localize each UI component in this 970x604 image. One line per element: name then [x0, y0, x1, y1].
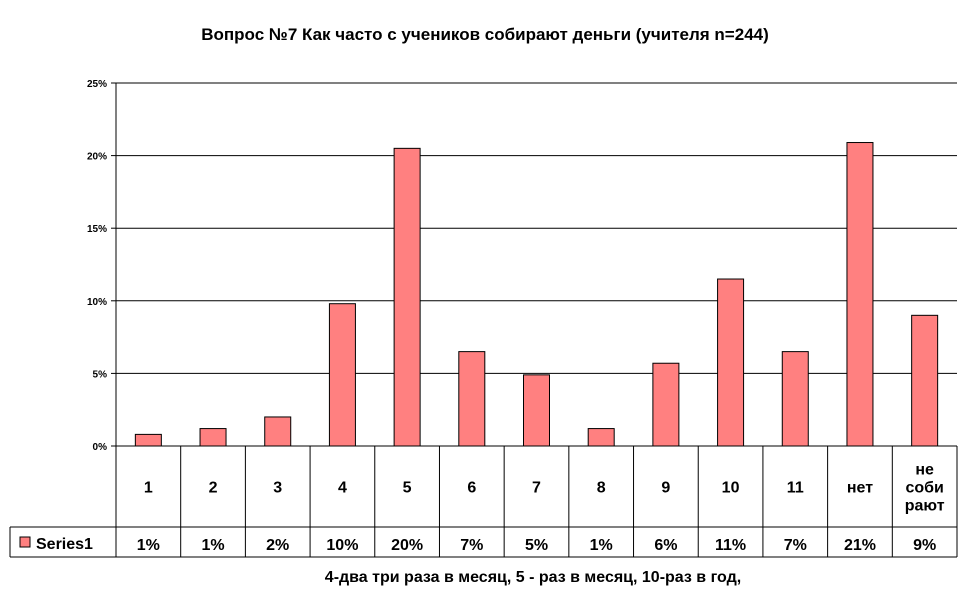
data-label: 1%: [137, 537, 160, 554]
category-label: 6: [467, 480, 476, 497]
y-axis-ticks: 0% 5% 10% 15% 20% 25%: [87, 79, 107, 453]
y-tick-label: 20%: [87, 152, 107, 163]
y-tick-label: 5%: [93, 369, 108, 380]
category-label: 9: [661, 480, 670, 497]
legend-swatch: [19, 536, 31, 548]
y-tick-label: 15%: [87, 224, 107, 235]
bar: [199, 428, 227, 447]
chart-title: Вопрос №7 Как часто с учеников собирают …: [201, 25, 769, 44]
gridlines: [111, 82, 957, 447]
bars: [134, 142, 939, 447]
bar: [134, 433, 162, 447]
category-label: 7: [532, 480, 541, 497]
category-label: 11: [787, 480, 804, 497]
category-label: 4: [338, 480, 347, 497]
category-label: 10: [722, 480, 740, 497]
bar: [911, 314, 939, 447]
bar: [458, 351, 486, 447]
category-label: 8: [597, 480, 606, 497]
bar: [264, 416, 292, 447]
bar: [328, 303, 356, 447]
bar: [393, 147, 421, 447]
data-label: 2%: [266, 537, 289, 554]
bar: [523, 374, 550, 447]
data-label: 1%: [590, 537, 613, 554]
data-label: 6%: [654, 537, 677, 554]
category-label: 1: [144, 480, 153, 497]
category-label: 3: [273, 480, 282, 497]
bar: [652, 362, 680, 447]
data-label: 9%: [913, 537, 936, 554]
category-label: нет: [847, 480, 873, 497]
data-label: 10%: [326, 537, 358, 554]
bar: [846, 142, 874, 447]
data-label: 7%: [460, 537, 483, 554]
y-tick-label: 0%: [93, 442, 108, 453]
data-table: 1 2 3 4 5 6 7 8 9 10 11 нет не соби рают 1% 1% 2% 10% 20% 7%…: [9, 446, 958, 558]
x-axis-label: 4-два три раза в месяц, 5 - раз в месяц,…: [325, 569, 741, 586]
data-label: 5%: [525, 537, 548, 554]
data-label: 1%: [201, 537, 224, 554]
data-label: 21%: [844, 537, 876, 554]
data-label: 11%: [715, 537, 746, 554]
bar: [587, 428, 615, 447]
category-label: 2: [209, 480, 218, 497]
data-label: 7%: [784, 537, 807, 554]
bar: [717, 278, 745, 447]
category-label: не соби рают: [905, 462, 945, 515]
y-tick-label: 25%: [87, 79, 107, 90]
legend-series-name: Series1: [36, 536, 93, 553]
category-label: 5: [403, 480, 412, 497]
data-label: 20%: [391, 537, 423, 554]
y-tick-label: 10%: [87, 297, 107, 308]
bar: [781, 351, 809, 447]
